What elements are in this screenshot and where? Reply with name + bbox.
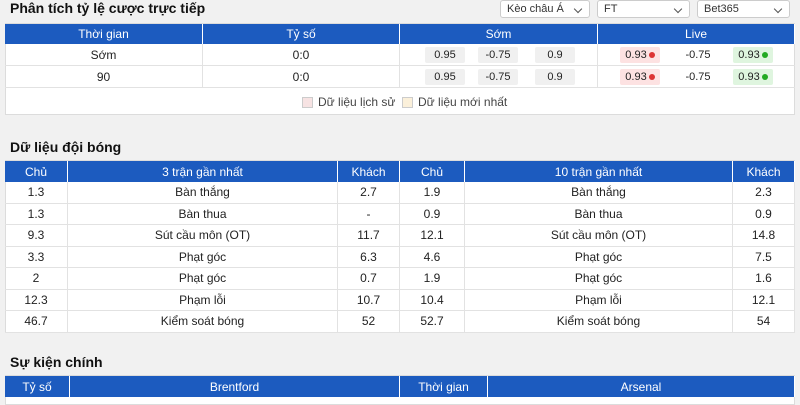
stat-cell: Sút cầu môn (OT) (465, 225, 733, 247)
stat-cell: Phạt góc (465, 246, 733, 268)
odds-chip: 0.9 (535, 47, 575, 63)
stat-cell: 11.7 (338, 225, 400, 247)
row-bg (598, 66, 795, 88)
stat-cell: 12.1 (733, 289, 795, 311)
stat-cell: 1.6 (733, 268, 795, 290)
stat-cell: 0.9 (733, 203, 795, 225)
header-cell: 3 trận gần nhất (68, 161, 338, 182)
stat-cell: 6.3 (338, 246, 400, 268)
dropdown[interactable]: Kèo châu Á (500, 0, 590, 18)
stat-cell: 10.7 (338, 289, 400, 311)
stat-cell: Phạt góc (68, 246, 338, 268)
stat-cell: Bàn thắng (68, 182, 338, 204)
stat-cell: 54 (733, 311, 795, 333)
header-cell: Brentford (70, 376, 400, 397)
score-cell: 0:0 (203, 44, 400, 66)
stat-cell: 1.9 (400, 268, 465, 290)
legend-item: Dữ liệu lịch sử (302, 94, 412, 110)
stat-cell: Bàn thua (465, 203, 733, 225)
stat-cell: - (338, 203, 400, 225)
row-bg (400, 66, 598, 88)
header-cell: Tỷ số (203, 24, 400, 44)
header-cell: Khách (733, 161, 795, 182)
odds-chip: 0.9 (535, 69, 575, 85)
odds-chip: -0.75 (685, 49, 711, 61)
header-cell: Thời gian (5, 24, 203, 44)
stat-cell: 52 (338, 311, 400, 333)
dropdown[interactable]: FT (597, 0, 690, 18)
header-cell: 10 trận gần nhất (465, 161, 733, 182)
legend-item: Dữ liệu mới nhất (402, 94, 512, 110)
down-icon (648, 52, 655, 58)
up-icon (761, 52, 768, 58)
header-cell: Chủ (5, 161, 68, 182)
stat-cell: 1.9 (400, 182, 465, 204)
stat-cell: 0.7 (338, 268, 400, 290)
legend-swatch (302, 96, 313, 108)
stat-cell: 2.3 (733, 182, 795, 204)
stat-cell: 12.3 (5, 289, 68, 311)
odds-chip: -0.75 (685, 71, 711, 83)
odds-chip: 0.95 (425, 69, 465, 85)
stat-cell: 10.4 (400, 289, 465, 311)
down-icon (648, 74, 655, 80)
stat-cell: Phạt góc (68, 268, 338, 290)
stat-cell: 46.7 (5, 311, 68, 333)
stat-cell: 14.8 (733, 225, 795, 247)
stat-cell: Kiểm soát bóng (68, 311, 338, 333)
section-title: Dữ liệu đội bóng (10, 139, 122, 155)
header-cell: Tỷ số (5, 376, 70, 397)
stat-cell: 2 (5, 268, 68, 290)
stat-cell: 52.7 (400, 311, 465, 333)
dropdown[interactable]: Bet365 (697, 0, 790, 18)
row-bg (598, 44, 795, 66)
team-panel (5, 160, 795, 333)
time-cell: 90 (5, 66, 203, 88)
stat-cell: Bàn thua (68, 203, 338, 225)
odds-chip: -0.75 (478, 69, 518, 85)
section-title: Phân tích tỷ lệ cược trực tiếp (10, 0, 206, 16)
odds-chip: 0.93 (733, 69, 773, 85)
stat-cell: 4.6 (400, 246, 465, 268)
stat-cell: 2.7 (338, 182, 400, 204)
legend-text: Dữ liệu lịch sử (318, 95, 396, 109)
legend-text: Dữ liệu mới nhất (418, 95, 508, 109)
score-cell: 0:0 (203, 66, 400, 88)
stat-cell: 12.1 (400, 225, 465, 247)
stat-cell: 1.3 (5, 203, 68, 225)
section-title: Sự kiện chính (10, 354, 103, 370)
odds-chip: -0.75 (478, 47, 518, 63)
time-cell: Sớm (5, 44, 203, 66)
stat-cell: 0.9 (400, 203, 465, 225)
stat-cell: 1.3 (5, 182, 68, 204)
stat-cell: 9.3 (5, 225, 68, 247)
header-cell: Khách (338, 161, 400, 182)
header-cell: Live (598, 24, 795, 44)
stat-cell: Bàn thắng (465, 182, 733, 204)
stat-cell: 7.5 (733, 246, 795, 268)
stat-cell: Phạt góc (465, 268, 733, 290)
row-bg (400, 44, 598, 66)
header-cell: Chủ (400, 161, 465, 182)
odds-chip: 0.93 (733, 47, 773, 63)
header-cell: Thời gian (400, 376, 488, 397)
odds-chip: 0.93 (620, 47, 660, 63)
stat-cell: Phạm lỗi (68, 289, 338, 311)
header-cell: Sớm (400, 24, 598, 44)
stat-cell: Phạm lỗi (465, 289, 733, 311)
stat-cell: Kiểm soát bóng (465, 311, 733, 333)
stat-cell: Sút cầu môn (OT) (68, 225, 338, 247)
odds-chip: 0.93 (620, 69, 660, 85)
header-cell: Arsenal (488, 376, 795, 397)
stat-cell: 3.3 (5, 246, 68, 268)
up-icon (761, 74, 768, 80)
odds-chip: 0.95 (425, 47, 465, 63)
legend-swatch (402, 96, 413, 108)
